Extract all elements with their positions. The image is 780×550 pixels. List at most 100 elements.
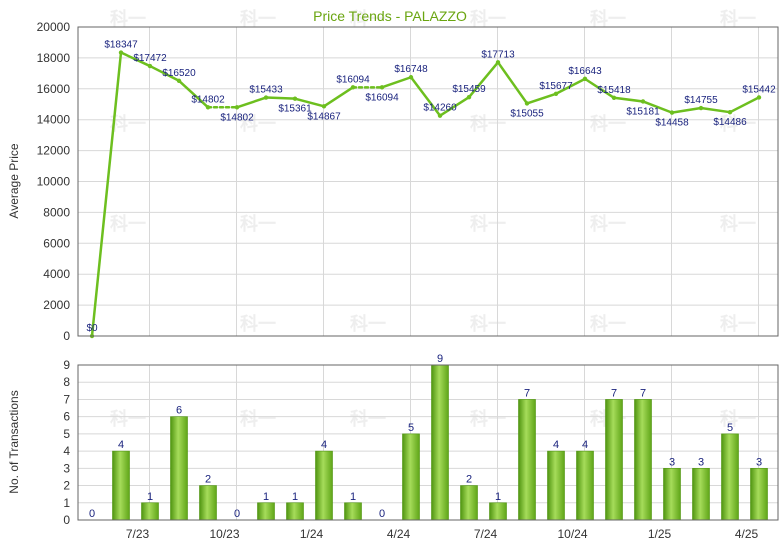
watermark-text: 科一 <box>110 113 146 135</box>
transactions-bar-label: 4 <box>553 439 559 451</box>
watermark-text: 科一 <box>240 8 276 30</box>
price-y-tick-label: 16000 <box>37 82 71 96</box>
price-data-label: $14486 <box>713 117 747 128</box>
watermark-text: 科一 <box>110 408 146 430</box>
watermark-text: 科一 <box>470 113 506 135</box>
price-y-tick-label: 6000 <box>43 236 70 250</box>
transactions-y-tick-label: 7 <box>63 392 70 406</box>
price-point <box>147 63 153 69</box>
price-line-segment <box>467 61 500 99</box>
price-point <box>263 95 269 100</box>
transactions-bar-label: 2 <box>205 474 211 486</box>
transactions-bar-label: 4 <box>321 439 327 451</box>
transactions-bar <box>605 399 623 521</box>
transactions-bar-label: 6 <box>176 405 182 417</box>
transactions-bar-label: 3 <box>669 456 675 468</box>
price-point <box>437 113 443 118</box>
price-point <box>640 99 646 104</box>
price-line-segment <box>119 51 152 68</box>
transactions-bar-label: 0 <box>89 508 95 520</box>
transactions-bar-label: 7 <box>524 387 530 399</box>
price-line-segment <box>148 64 181 83</box>
price-line-segment <box>438 95 471 117</box>
price-point <box>176 78 182 83</box>
price-y-tick-label: 4000 <box>43 267 70 281</box>
price-data-label: $17472 <box>133 53 167 64</box>
price-line-segment <box>496 61 529 105</box>
price-panel: 0 2000 4000 6000 8000 10000 12000 14000 16000 180… <box>7 20 779 343</box>
watermark-text: 科一 <box>590 8 626 30</box>
price-data-label: $16094 <box>365 92 399 103</box>
watermark-text: 科一 <box>720 313 756 335</box>
chart-title: Price Trends - PALAZZO <box>313 8 467 24</box>
transactions-x-ticks: 7/23 10/23 1/24 4/24 7/24 10/24 1/25 4/25 <box>126 527 759 541</box>
price-data-label: $14755 <box>684 95 718 106</box>
watermark-text: 科一 <box>110 8 146 30</box>
price-point <box>234 105 240 110</box>
price-series <box>89 50 762 339</box>
price-y-tick-label: 2000 <box>43 298 70 312</box>
price-y-tick-label: 10000 <box>37 175 71 189</box>
transactions-y-tick-label: 5 <box>63 427 70 441</box>
price-point <box>553 91 559 96</box>
price-y-tick-label: 12000 <box>37 144 71 158</box>
transactions-y-tick-label: 0 <box>63 513 70 527</box>
transactions-bar-label: 4 <box>118 439 124 451</box>
watermark-text: 科一 <box>350 408 386 430</box>
transactions-bar <box>170 416 188 521</box>
transactions-bar-label: 7 <box>640 387 646 399</box>
price-line-segment <box>235 96 268 109</box>
watermark-text: 科一 <box>470 313 506 335</box>
transactions-bar <box>112 450 130 521</box>
price-y-tick-label: 8000 <box>43 205 70 219</box>
price-data-label: $15433 <box>249 85 283 96</box>
price-line-segment <box>322 86 355 108</box>
price-data-labels: $0 $18347 $17472 $16520 $14802 $14802 $15433 $1… <box>86 40 776 334</box>
price-y-tick-label: 14000 <box>37 113 71 127</box>
price-line-segment <box>90 51 123 338</box>
price-data-label: $18347 <box>104 40 138 51</box>
price-data-label: $16643 <box>568 66 602 77</box>
price-point <box>379 85 385 90</box>
price-line-segment <box>380 75 413 89</box>
price-data-label: $16520 <box>162 68 196 79</box>
transactions-y-tick-label: 6 <box>63 410 70 424</box>
price-data-label: $0 <box>86 323 98 334</box>
transactions-x-tick-label: 4/24 <box>387 527 411 541</box>
price-line-segment <box>612 96 645 103</box>
transactions-bar <box>721 433 739 521</box>
transactions-bar <box>547 450 565 521</box>
price-data-label: $15677 <box>539 81 573 92</box>
price-data-label: $14458 <box>655 118 689 129</box>
transactions-x-tick-label: 10/23 <box>209 527 239 541</box>
transactions-bar-label: 5 <box>408 422 414 434</box>
price-data-label: $15055 <box>510 108 544 119</box>
price-line-segment <box>699 106 732 114</box>
transactions-bar-label: 1 <box>292 491 298 503</box>
price-point <box>756 95 762 100</box>
transactions-bar-label: 3 <box>756 456 762 468</box>
price-point <box>205 105 211 110</box>
transactions-bar-label: 3 <box>698 456 704 468</box>
transactions-y-tick-label: 2 <box>63 479 70 493</box>
price-data-label: $15361 <box>278 104 312 115</box>
transactions-bar <box>518 399 536 521</box>
price-y-tick-label: 18000 <box>37 51 71 65</box>
transactions-y-tick-label: 8 <box>63 375 70 389</box>
transactions-bar-label: 9 <box>437 353 443 365</box>
transactions-bar-label: 4 <box>582 439 588 451</box>
transactions-bar-label: 2 <box>466 474 472 486</box>
transactions-bar-label: 1 <box>147 491 153 503</box>
watermark-text: 科一 <box>590 313 626 335</box>
price-y-tick-label: 0 <box>63 329 70 343</box>
price-data-label: $15442 <box>742 84 776 95</box>
watermark-text: 科一 <box>720 408 756 430</box>
price-point <box>698 105 704 111</box>
price-line-segment <box>264 96 297 100</box>
transactions-x-tick-label: 10/24 <box>557 527 587 541</box>
watermark-text: 科一 <box>240 113 276 135</box>
price-point <box>495 60 501 65</box>
price-y-tick-label: 20000 <box>37 20 71 34</box>
transactions-bar <box>489 502 507 521</box>
price-data-label: $16094 <box>336 74 370 85</box>
